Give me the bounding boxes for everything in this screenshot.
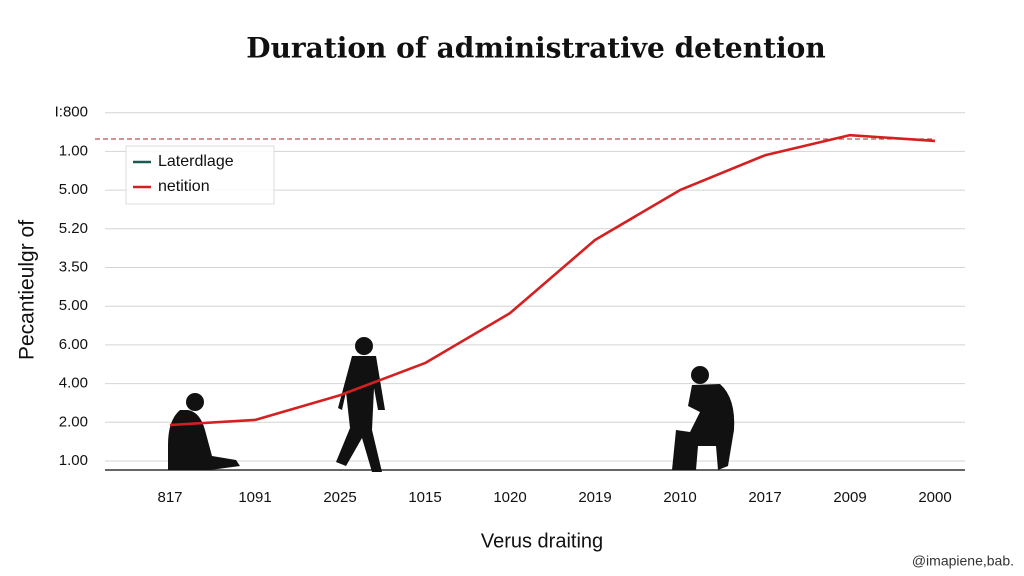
y-axis-label: Pecantieulgr of bbox=[16, 220, 39, 360]
y-tick-label: 5.20 bbox=[59, 220, 88, 237]
x-tick-label: 2000 bbox=[918, 489, 951, 506]
x-tick-label: 1020 bbox=[493, 489, 526, 506]
y-tick-label: 3.50 bbox=[59, 258, 88, 275]
x-tick-label: 2017 bbox=[748, 489, 781, 506]
crouching-figure bbox=[672, 366, 735, 470]
seated-figure bbox=[168, 393, 240, 470]
y-tick-label: 5.00 bbox=[59, 297, 88, 314]
x-tick-label: 817 bbox=[157, 489, 182, 506]
y-tick-label: 5.00 bbox=[59, 181, 88, 198]
chart-title: Duration of administrative detention bbox=[246, 32, 825, 65]
x-tick-label: 1015 bbox=[408, 489, 441, 506]
y-tick-label: I:800 bbox=[55, 104, 88, 121]
walking-figure bbox=[336, 337, 385, 472]
x-tick-label: 2019 bbox=[578, 489, 611, 506]
legend-box bbox=[125, 145, 275, 205]
legend-label: netition bbox=[158, 178, 210, 195]
x-tick-label: 2025 bbox=[323, 489, 356, 506]
y-tick-label: 2.00 bbox=[59, 413, 88, 430]
data-line bbox=[169, 133, 936, 427]
x-axis-label: Verus draiting bbox=[481, 530, 603, 552]
watermark: @imapiene,bab. bbox=[912, 553, 1014, 569]
legend-label: Laterdlage bbox=[158, 153, 234, 170]
x-tick-label: 1091 bbox=[238, 489, 271, 506]
x-tick-label: 2010 bbox=[663, 489, 696, 506]
y-tick-label: 4.00 bbox=[59, 375, 88, 392]
silhouettes bbox=[168, 337, 735, 472]
y-tick-label: 1.00 bbox=[59, 142, 88, 159]
y-tick-label: 6.00 bbox=[59, 336, 88, 353]
x-tick-label: 2009 bbox=[833, 489, 866, 506]
y-tick-label: 1.00 bbox=[59, 452, 88, 469]
